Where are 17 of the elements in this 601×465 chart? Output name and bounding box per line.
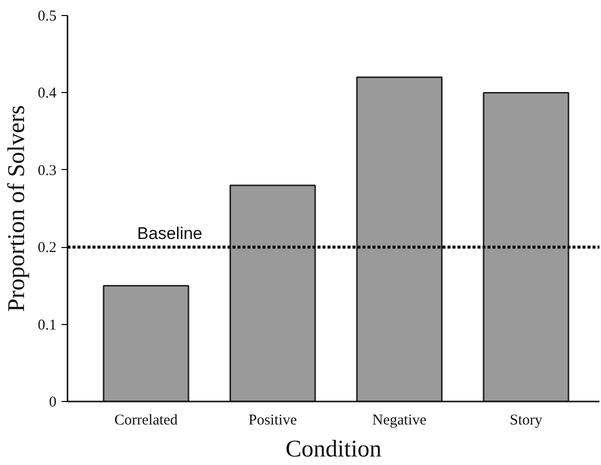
bar — [356, 76, 443, 402]
x-tick-label: Correlated — [114, 412, 178, 428]
x-tick-label: Negative — [372, 412, 427, 428]
bar — [482, 92, 570, 402]
x-axis-title: Condition — [285, 436, 382, 462]
bar — [230, 184, 316, 402]
y-tick-label: 0.4 — [38, 86, 57, 102]
y-tick-label: 0.1 — [38, 317, 56, 334]
y-tick-label: 0 — [49, 394, 56, 410]
ref-line-label: Baseline — [137, 224, 202, 244]
y-tick-label: 0.2 — [38, 240, 56, 256]
bar — [102, 284, 190, 402]
y-axis-title: Proportion of Solvers — [4, 105, 30, 312]
y-tick-label: 0.3 — [38, 162, 56, 179]
x-tick-label: Story — [510, 412, 543, 428]
x-tick-label: Positive — [248, 412, 298, 428]
y-tick-label: 0.5 — [38, 8, 56, 24]
